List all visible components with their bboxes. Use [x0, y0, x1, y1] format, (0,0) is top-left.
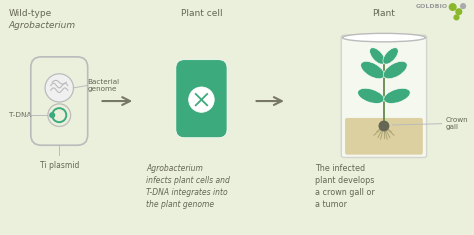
Ellipse shape: [361, 61, 384, 79]
Circle shape: [379, 121, 389, 131]
Text: Agrobacterium
infects plant cells and
T-DNA integrates into
the plant genome: Agrobacterium infects plant cells and T-…: [146, 164, 230, 209]
Circle shape: [449, 4, 456, 10]
Text: Wild-type: Wild-type: [9, 9, 52, 18]
Text: T-DNA: T-DNA: [9, 112, 31, 118]
FancyBboxPatch shape: [31, 57, 88, 145]
FancyBboxPatch shape: [176, 60, 227, 138]
Ellipse shape: [370, 48, 385, 64]
Ellipse shape: [384, 88, 410, 103]
Circle shape: [456, 9, 462, 15]
Circle shape: [45, 74, 73, 102]
Circle shape: [454, 15, 459, 20]
Text: The infected
plant develops
a crown gall or
a tumor: The infected plant develops a crown gall…: [315, 164, 375, 209]
Text: Bacterial
genome: Bacterial genome: [88, 79, 120, 92]
Ellipse shape: [383, 61, 407, 79]
Circle shape: [48, 104, 71, 126]
Ellipse shape: [358, 88, 384, 103]
Text: Plant: Plant: [373, 9, 395, 18]
FancyBboxPatch shape: [345, 118, 423, 155]
Text: Plant cell: Plant cell: [181, 9, 222, 18]
Circle shape: [50, 113, 55, 118]
Ellipse shape: [343, 33, 426, 42]
Text: GOLDBIO: GOLDBIO: [416, 4, 448, 9]
Ellipse shape: [383, 48, 398, 64]
Circle shape: [189, 87, 214, 112]
FancyBboxPatch shape: [341, 35, 427, 157]
Circle shape: [52, 108, 66, 122]
Text: Agrobacterium: Agrobacterium: [9, 21, 76, 30]
Text: Crown
gall: Crown gall: [446, 117, 468, 130]
Circle shape: [461, 4, 465, 8]
Text: Ti plasmid: Ti plasmid: [39, 161, 79, 170]
